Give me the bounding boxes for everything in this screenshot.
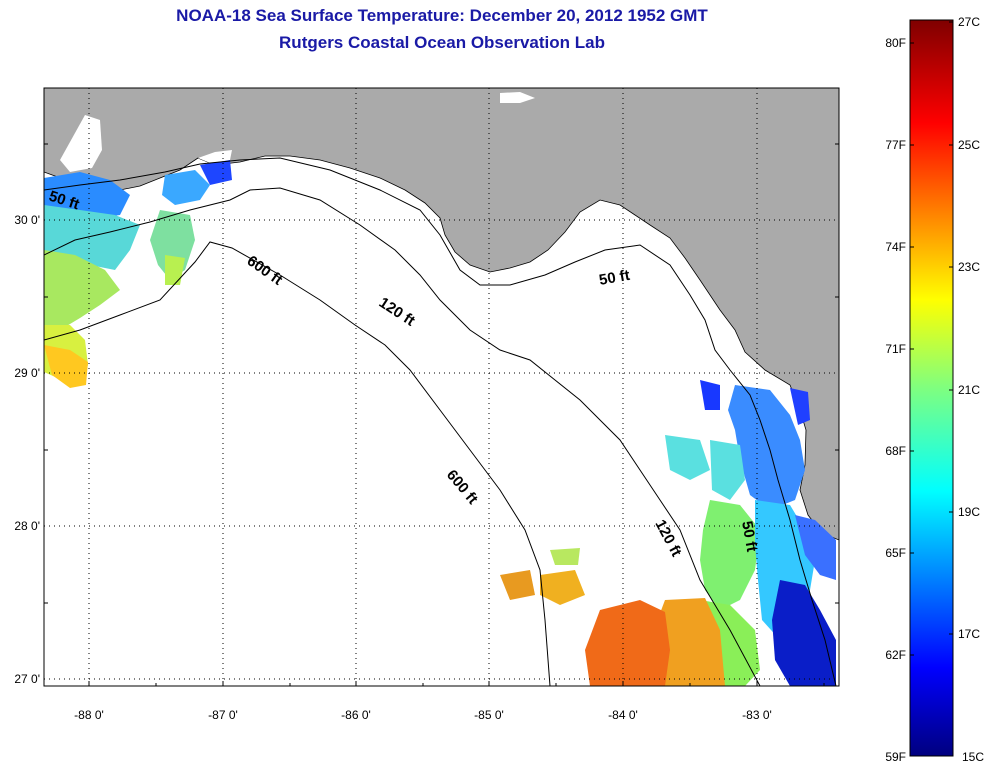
y-tick-label: 29 0' [14, 366, 40, 380]
colorbar-c-label: 17C [958, 627, 980, 641]
colorbar-c-label: 25C [958, 138, 980, 152]
axis-ticks [44, 143, 839, 686]
colorbar-f-label: 65F [885, 546, 906, 560]
colorbar-c-label: 21C [958, 383, 980, 397]
colorbar-f-label: 77F [885, 138, 906, 152]
colorbar-f-label: 62F [885, 648, 906, 662]
colorbar-c-label: 23C [958, 260, 980, 274]
sst-data [44, 160, 836, 686]
plot-frame [43, 87, 840, 687]
colorbar-f-label: 68F [885, 444, 906, 458]
colorbar-f-label: 59F [885, 750, 906, 764]
colorbar-gradient [909, 19, 954, 757]
contour-50ft [44, 157, 837, 686]
contour-600ft [44, 241, 551, 686]
x-tick-label: -84 0' [608, 708, 638, 722]
mobile-bay [60, 115, 102, 172]
colorbar-c-label: 15C [962, 750, 984, 764]
depth-contours [44, 157, 837, 686]
contour-label-50-north: 50 ft [598, 267, 631, 289]
contour-120ft [44, 187, 761, 686]
colorbar-f-label: 80F [885, 36, 906, 50]
inland-lake [500, 92, 535, 103]
colorbar-f-label: 71F [885, 342, 906, 356]
y-tick-label: 28 0' [14, 519, 40, 533]
y-tick-label: 30 0' [14, 213, 40, 227]
colorbar: 80F 77F 74F 71F 68F 65F 62F 59F 27C 25C … [885, 15, 984, 764]
x-tick-label: -83 0' [742, 708, 772, 722]
y-tick-label: 27 0' [14, 672, 40, 686]
colorbar-c-label: 27C [958, 15, 980, 29]
map-title: NOAA-18 Sea Surface Temperature: Decembe… [176, 6, 708, 25]
colorbar-c-label: 19C [958, 505, 980, 519]
colorbar-f-label: 74F [885, 240, 906, 254]
map-subtitle: Rutgers Coastal Ocean Observation Lab [279, 33, 605, 52]
x-tick-label: -88 0' [74, 708, 104, 722]
x-tick-label: -87 0' [208, 708, 238, 722]
x-tick-label: -86 0' [341, 708, 371, 722]
x-tick-label: -85 0' [474, 708, 504, 722]
contour-label-50-east: 50 ft [738, 520, 760, 553]
